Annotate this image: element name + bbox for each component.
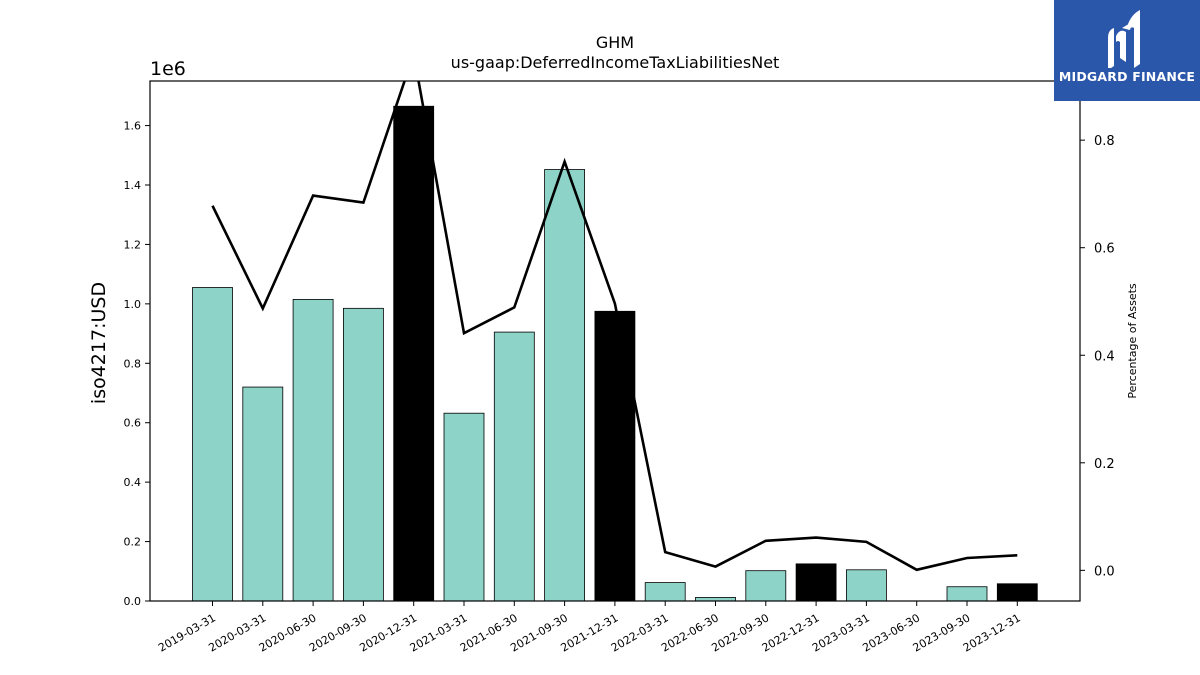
y2-tick-label: 0.6 [1094, 242, 1115, 257]
y-tick-label: 0.4 [124, 476, 142, 489]
y2-tick-label: 0.2 [1094, 457, 1115, 472]
y-tick-label: 1.0 [124, 298, 142, 311]
y2-tick-label: 0.8 [1094, 134, 1115, 149]
bar [393, 105, 435, 602]
y-tick-label: 0.8 [124, 357, 142, 370]
chart-title: GHM [596, 33, 634, 52]
bar [493, 331, 535, 602]
y-axis-label: iso4217:USD [88, 282, 110, 404]
bar [846, 569, 887, 602]
bar [242, 386, 284, 602]
percentage-of-assets-line [211, 81, 1018, 572]
y-tick-label: 1.2 [124, 238, 142, 251]
y2-axis-label: Percentage of Assets [1126, 283, 1139, 399]
logo-mark-icon [1108, 10, 1140, 68]
midgard-finance-logo: MIDGARD FINANCE [1054, 0, 1200, 101]
bar [644, 582, 686, 602]
bar [594, 310, 636, 602]
y2-tick-label: 0.0 [1094, 564, 1115, 579]
bar [443, 412, 485, 602]
x-tick-label: 2023-12-31 [961, 611, 1023, 654]
bars-layer [192, 105, 1038, 602]
percentage-line-layer [211, 81, 1018, 572]
y-tick-label: 1.4 [124, 179, 142, 192]
bar [745, 570, 787, 602]
y-scale-label: 1e6 [150, 58, 186, 80]
logo-text: MIDGARD FINANCE [1058, 69, 1196, 84]
chart-subtitle: us-gaap:DeferredIncomeTaxLiabilitiesNet [451, 53, 780, 72]
bar [996, 583, 1038, 602]
y-tick-label: 0.0 [124, 595, 142, 608]
y-tick-label: 0.6 [124, 417, 142, 430]
bar [192, 287, 233, 602]
y2-tick-label: 0.4 [1094, 349, 1115, 364]
bar [946, 586, 988, 602]
y-tick-label: 0.2 [124, 536, 142, 549]
bar [342, 307, 384, 602]
y-tick-label: 1.6 [124, 120, 142, 133]
bar [544, 169, 585, 602]
bar [292, 298, 334, 602]
bar [795, 563, 837, 602]
